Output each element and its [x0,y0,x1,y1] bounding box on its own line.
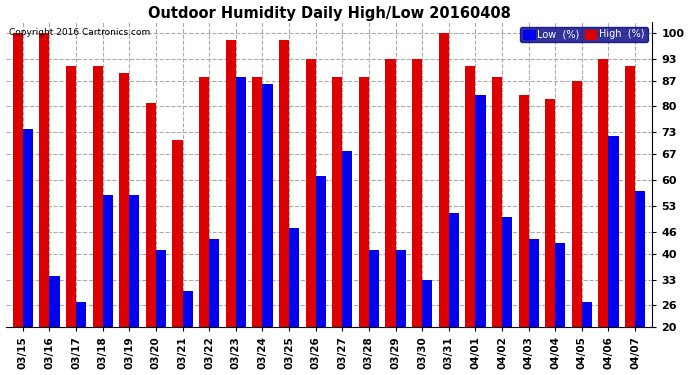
Bar [76,302,86,327]
Bar [598,58,609,327]
Title: Outdoor Humidity Daily High/Low 20160408: Outdoor Humidity Daily High/Low 20160408 [148,6,511,21]
Bar [572,81,582,327]
Bar [475,95,486,327]
Bar [635,191,645,327]
Bar [209,239,219,327]
Bar [412,58,422,327]
Bar [502,217,512,327]
Bar [545,99,555,327]
Bar [422,279,432,327]
Bar [103,195,113,327]
Bar [253,77,262,327]
Bar [146,103,156,327]
Bar [50,276,59,327]
Bar [448,213,459,327]
Bar [386,58,395,327]
Bar [625,66,635,327]
Bar [279,40,289,327]
Bar [332,77,342,327]
Bar [183,291,193,327]
Bar [395,250,406,327]
Bar [518,95,529,327]
Bar [316,176,326,327]
Bar [465,66,475,327]
Bar [236,77,246,327]
Bar [342,151,353,327]
Legend: Low  (%), High  (%): Low (%), High (%) [520,27,647,42]
Bar [129,195,139,327]
Bar [369,250,379,327]
Bar [156,250,166,327]
Bar [66,66,76,327]
Bar [92,66,103,327]
Bar [199,77,209,327]
Bar [119,73,129,327]
Bar [582,302,592,327]
Bar [39,33,50,327]
Bar [226,40,236,327]
Bar [12,33,23,327]
Bar [555,243,565,327]
Bar [289,228,299,327]
Bar [262,84,273,327]
Bar [306,58,316,327]
Bar [439,33,449,327]
Bar [359,77,369,327]
Bar [529,239,539,327]
Bar [492,77,502,327]
Bar [609,136,619,327]
Text: Copyright 2016 Cartronics.com: Copyright 2016 Cartronics.com [9,28,150,37]
Bar [23,129,33,327]
Bar [172,140,183,327]
